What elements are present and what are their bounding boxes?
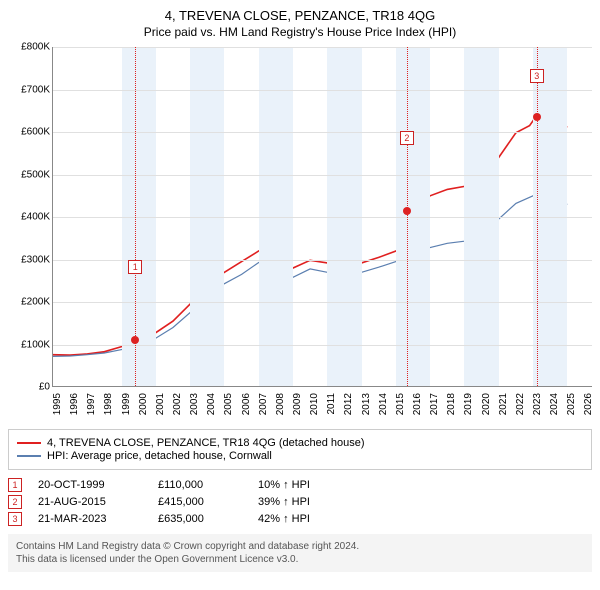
x-axis: 1995 1996 1997 1998 1999 2000 2001 2002 2003 2004… (52, 391, 592, 427)
legend-label: HPI: Average price, detached house, Corn… (47, 450, 272, 462)
x-tick-label: 2003 (189, 393, 200, 415)
x-tick-label: 2015 (395, 393, 406, 415)
x-tick-label: 1995 (52, 393, 63, 415)
sale-marker-line (135, 47, 136, 386)
x-tick-label: 2005 (223, 393, 234, 415)
x-tick-label: 2022 (515, 393, 526, 415)
chart-subtitle: Price paid vs. HM Land Registry's House … (8, 25, 592, 39)
gridline-h (53, 132, 592, 133)
y-tick-label: £700K (21, 84, 50, 95)
legend-item: 4, TREVENA CLOSE, PENZANCE, TR18 4QG (de… (17, 437, 583, 449)
sale-marker-badge: 2 (400, 131, 414, 145)
gridline-h (53, 217, 592, 218)
y-tick-label: £300K (21, 254, 50, 265)
x-tick-label: 2010 (309, 393, 320, 415)
legend-swatch (17, 442, 41, 444)
gridline-h (53, 175, 592, 176)
sale-marker-dot (533, 113, 541, 121)
x-tick-label: 1997 (86, 393, 97, 415)
sale-marker-line (407, 47, 408, 386)
x-tick-label: 1998 (103, 393, 114, 415)
x-tick-label: 2002 (172, 393, 183, 415)
sale-marker-dot (131, 336, 139, 344)
x-tick-label: 1999 (121, 393, 132, 415)
legend-swatch (17, 455, 41, 457)
legend-item: HPI: Average price, detached house, Corn… (17, 450, 583, 462)
x-tick-label: 2001 (155, 393, 166, 415)
y-tick-label: £800K (21, 42, 50, 53)
x-tick-label: 2019 (463, 393, 474, 415)
x-tick-label: 2011 (326, 393, 337, 415)
x-tick-label: 2007 (258, 393, 269, 415)
gridline-h (53, 47, 592, 48)
footer-note: Contains HM Land Registry data © Crown c… (8, 534, 592, 572)
x-tick-label: 2018 (446, 393, 457, 415)
footer-line: This data is licensed under the Open Gov… (16, 553, 584, 566)
x-tick-label: 2025 (566, 393, 577, 415)
x-tick-label: 2016 (412, 393, 423, 415)
x-tick-label: 2014 (378, 393, 389, 415)
container: 4, TREVENA CLOSE, PENZANCE, TR18 4QG Pri… (8, 8, 592, 572)
sale-marker-line (537, 47, 538, 386)
sales-row: 2 21-AUG-2015£415,00039% ↑ HPI (8, 495, 592, 509)
chart-title: 4, TREVENA CLOSE, PENZANCE, TR18 4QG (8, 8, 592, 23)
x-tick-label: 2023 (532, 393, 543, 415)
sale-marker-dot (403, 207, 411, 215)
y-tick-label: £0 (39, 382, 50, 393)
x-tick-label: 2006 (241, 393, 252, 415)
y-tick-label: £100K (21, 339, 50, 350)
sales-date: 21-MAR-2023 (38, 513, 158, 525)
sales-row-badge: 2 (8, 495, 22, 509)
footer-line: Contains HM Land Registry data © Crown c… (16, 540, 584, 553)
sales-row-badge: 3 (8, 512, 22, 526)
x-tick-label: 2000 (138, 393, 149, 415)
x-tick-label: 2024 (549, 393, 560, 415)
gridline-h (53, 345, 592, 346)
y-tick-label: £500K (21, 169, 50, 180)
y-tick-label: £400K (21, 212, 50, 223)
legend-label: 4, TREVENA CLOSE, PENZANCE, TR18 4QG (de… (47, 437, 365, 449)
sales-price: £110,000 (158, 479, 258, 491)
sales-delta: 42% ↑ HPI (258, 513, 378, 525)
x-tick-label: 2004 (206, 393, 217, 415)
sales-row-badge: 1 (8, 478, 22, 492)
x-tick-label: 2021 (498, 393, 509, 415)
x-tick-label: 1996 (69, 393, 80, 415)
y-tick-label: £200K (21, 297, 50, 308)
sales-table: 1 20-OCT-1999£110,00010% ↑ HPI 2 21-AUG-201… (8, 478, 592, 526)
plot-area: 1 2 3 (52, 47, 592, 387)
sales-row: 3 21-MAR-2023£635,00042% ↑ HPI (8, 512, 592, 526)
sales-price: £415,000 (158, 496, 258, 508)
sales-delta: 10% ↑ HPI (258, 479, 378, 491)
x-tick-label: 2026 (583, 393, 594, 415)
x-tick-label: 2012 (343, 393, 354, 415)
x-tick-label: 2020 (481, 393, 492, 415)
sales-date: 21-AUG-2015 (38, 496, 158, 508)
x-tick-label: 2017 (429, 393, 440, 415)
sale-marker-badge: 3 (530, 69, 544, 83)
x-tick-label: 2009 (292, 393, 303, 415)
x-tick-label: 2008 (275, 393, 286, 415)
sales-delta: 39% ↑ HPI (258, 496, 378, 508)
sales-row: 1 20-OCT-1999£110,00010% ↑ HPI (8, 478, 592, 492)
y-axis: £0£100K£200K£300K£400K£500K£600K£700K£80… (8, 47, 52, 387)
gridline-h (53, 302, 592, 303)
y-tick-label: £600K (21, 127, 50, 138)
gridline-h (53, 90, 592, 91)
chart: £0£100K£200K£300K£400K£500K£600K£700K£80… (8, 47, 592, 427)
sales-price: £635,000 (158, 513, 258, 525)
x-tick-label: 2013 (361, 393, 372, 415)
sale-marker-badge: 1 (128, 260, 142, 274)
legend: 4, TREVENA CLOSE, PENZANCE, TR18 4QG (de… (8, 429, 592, 470)
sales-date: 20-OCT-1999 (38, 479, 158, 491)
